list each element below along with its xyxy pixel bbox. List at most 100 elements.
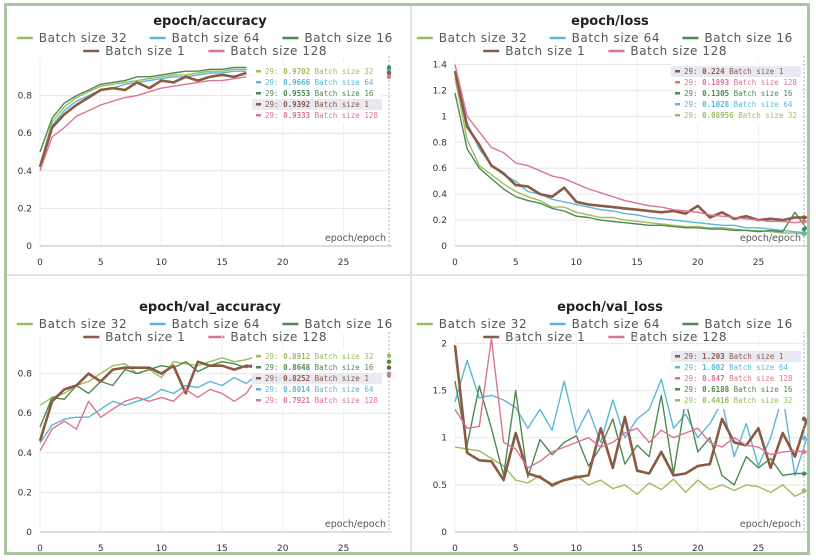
epoch-val-loss-series-batch-size-1[interactable] [453,345,807,487]
epoch-val-loss-legend-label-batch-size-1: Batch size 1 [505,330,585,344]
epoch-loss-tooltip-swatch-2 [675,92,680,95]
epoch-accuracy-series-batch-size-1[interactable] [38,71,247,168]
epoch-loss-title: epoch/loss [571,14,649,29]
epoch-loss-legend-label-batch-size-1: Batch size 1 [505,44,585,58]
epoch-accuracy-legend-label-batch-size-64: Batch size 64 [172,31,260,45]
epoch-val-accuracy-legend-batch-size-128[interactable]: Batch size 128 [208,330,327,344]
epoch-loss-hover-dot-batch-size-64 [801,230,807,236]
epoch-val-loss-legend-label-batch-size-64: Batch size 64 [572,317,660,331]
epoch-loss-legend-batch-size-64[interactable]: Batch size 64 [549,31,660,45]
epoch-val-accuracy-legend-batch-size-32[interactable]: Batch size 32 [16,317,127,331]
epoch-val-loss-tooltip-swatch-2 [675,377,680,380]
epoch-loss-xlabel: epoch/epoch [740,233,801,244]
epoch-accuracy-series-batch-size-64[interactable] [39,70,247,168]
epoch-accuracy-legend-label-batch-size-16: Batch size 16 [304,31,392,45]
epoch-accuracy-title: epoch/accuracy [153,14,267,29]
epoch-loss-ytick-5: 1 [441,112,447,122]
epoch-val-loss-ytick-3: 1.5 [433,387,447,397]
epoch-accuracy-legend-batch-size-16[interactable]: Batch size 16 [282,31,392,45]
epoch-val-loss-legend-batch-size-32[interactable]: Batch size 32 [416,317,527,331]
epoch-accuracy-legend-batch-size-128[interactable]: Batch size 128 [208,44,327,58]
epoch-loss-tooltip-row-1: 29: 0.1893 Batch size 128 [684,78,797,87]
epoch-val-loss-xtick-3: 15 [631,544,642,554]
epoch-loss-xtick-1: 5 [513,258,519,268]
epoch-val-accuracy-tooltip-row-3: 29: 0.8014 Batch size 64 [265,385,374,394]
epoch-accuracy-legend-label-batch-size-1: Batch size 1 [105,44,185,58]
epoch-val-loss-ytick-1: 0.5 [433,481,447,491]
epoch-val-accuracy-xtick-5: 25 [338,544,349,554]
epoch-val-loss-hover-dot-batch-size-128 [801,449,807,455]
epoch-val-accuracy-ytick-3: 0.6 [18,409,33,419]
epoch-val-loss-tooltip-row-0: 29: 1.203 Batch size 1 [684,352,783,361]
epoch-accuracy-xtick-0: 0 [37,258,43,268]
epoch-val-accuracy-tooltip-row-2: 29: 0.8252 Batch size 1 [265,374,369,383]
epoch-accuracy-ytick-4: 0.8 [18,92,33,102]
epoch-accuracy-tooltip-swatch-2 [256,92,261,95]
epoch-val-loss-tooltip-swatch-4 [675,399,680,402]
epoch-loss-legend-batch-size-16[interactable]: Batch size 16 [682,31,792,45]
epoch-loss-legend-batch-size-128[interactable]: Batch size 128 [608,44,727,58]
epoch-val-loss-hover-dot-batch-size-16 [801,471,807,476]
epoch-accuracy-legend-batch-size-64[interactable]: Batch size 64 [149,31,260,45]
epoch-val-loss-hover-dot-batch-size-64 [801,435,807,440]
epoch-val-loss-xtick-2: 10 [571,544,583,554]
epoch-val-accuracy-series-batch-size-1[interactable] [38,360,259,442]
epoch-loss-series-batch-size-1[interactable] [453,70,807,222]
epoch-val-accuracy-xtick-2: 10 [156,544,168,554]
epoch-val-loss-tooltip-swatch-0 [675,355,680,358]
epoch-loss-tooltip-swatch-4 [675,114,680,117]
epoch-loss-legend-batch-size-32[interactable]: Batch size 32 [416,31,527,45]
epoch-val-loss-series-batch-size-32[interactable] [454,446,807,497]
epoch-loss-ytick-4: 0.8 [433,138,448,148]
epoch-loss-tooltip-row-2: 29: 0.1305 Batch size 16 [684,89,793,98]
epoch-loss-legend-label-batch-size-128: Batch size 128 [630,44,727,58]
epoch-loss-ytick-0: 0 [441,242,447,252]
epoch-accuracy-xtick-1: 5 [98,258,104,268]
epoch-loss-ytick-6: 1.2 [433,86,447,96]
epoch-accuracy-tooltip-swatch-0 [256,70,261,73]
epoch-val-loss-tooltip-row-3: 29: 0.6188 Batch size 16 [684,385,793,394]
epoch-accuracy-series-batch-size-16[interactable] [39,66,247,153]
epoch-loss-tooltip-row-0: 29: 0.224 Batch size 1 [684,67,783,76]
epoch-val-loss-series-batch-size-128[interactable] [454,338,807,469]
epoch-val-loss-legend-label-batch-size-16: Batch size 16 [704,317,792,331]
epoch-val-loss-legend-batch-size-128[interactable]: Batch size 128 [608,330,727,344]
epoch-val-loss-xtick-1: 5 [513,544,519,554]
epoch-loss-series-batch-size-128[interactable] [454,64,807,224]
epoch-accuracy-series-batch-size-128[interactable] [39,76,247,172]
epoch-val-accuracy-tooltip-swatch-0 [256,355,261,358]
epoch-val-accuracy-series-batch-size-64[interactable] [39,373,259,444]
epoch-accuracy-tooltip-swatch-3 [256,103,261,106]
epoch-val-accuracy-series-batch-size-128[interactable] [39,375,260,452]
epoch-accuracy-legend-batch-size-32[interactable]: Batch size 32 [16,31,127,45]
epoch-accuracy-tooltip-highlight [252,99,382,110]
epoch-accuracy-legend-batch-size-1[interactable]: Batch size 1 [83,44,185,58]
epoch-val-loss-tooltip-row-4: 29: 0.4416 Batch size 32 [684,396,792,405]
epoch-loss-legend-batch-size-1[interactable]: Batch size 1 [483,44,585,58]
epoch-val-accuracy-legend-label-batch-size-64: Batch size 64 [172,317,260,331]
epoch-val-accuracy-legend-batch-size-16[interactable]: Batch size 16 [282,317,392,331]
epoch-val-loss-legend-batch-size-16[interactable]: Batch size 16 [682,317,792,331]
epoch-loss-tooltip-row-4: 29: 0.08956 Batch size 32 [684,111,797,120]
epoch-loss-series-batch-size-64[interactable] [454,72,807,234]
epoch-val-accuracy-xlabel: epoch/epoch [325,519,386,530]
epoch-accuracy-xlabel: epoch/epoch [325,233,386,244]
epoch-val-accuracy-legend-batch-size-64[interactable]: Batch size 64 [149,317,260,331]
epoch-val-loss-ytick-4: 2 [441,339,447,349]
epoch-val-accuracy-legend-batch-size-1[interactable]: Batch size 1 [83,330,185,344]
epoch-loss-legend-label-batch-size-16: Batch size 16 [704,31,792,45]
epoch-loss-series-batch-size-16[interactable] [454,92,807,233]
epoch-val-accuracy-legend-label-batch-size-32: Batch size 32 [39,317,127,331]
epoch-loss-tooltip-swatch-0 [675,70,680,73]
epoch-accuracy-series-batch-size-32[interactable] [39,68,247,166]
epoch-val-loss-legend-label-batch-size-32: Batch size 32 [439,317,527,331]
epoch-val-accuracy-legend-label-batch-size-16: Batch size 16 [304,317,392,331]
epoch-val-loss-series-batch-size-16[interactable] [454,380,807,486]
epoch-accuracy-legend-label-batch-size-128: Batch size 128 [230,44,327,58]
epoch-val-accuracy-tooltip-swatch-3 [256,388,261,391]
epoch-val-accuracy-tooltip-row-4: 29: 0.7921 Batch size 128 [265,396,378,405]
epoch-val-loss-legend-batch-size-1[interactable]: Batch size 1 [483,330,585,344]
epoch-val-loss-legend-batch-size-64[interactable]: Batch size 64 [549,317,660,331]
epoch-val-loss-xtick-4: 20 [692,544,704,554]
epoch-val-loss-hover-dot-batch-size-32 [801,488,807,493]
